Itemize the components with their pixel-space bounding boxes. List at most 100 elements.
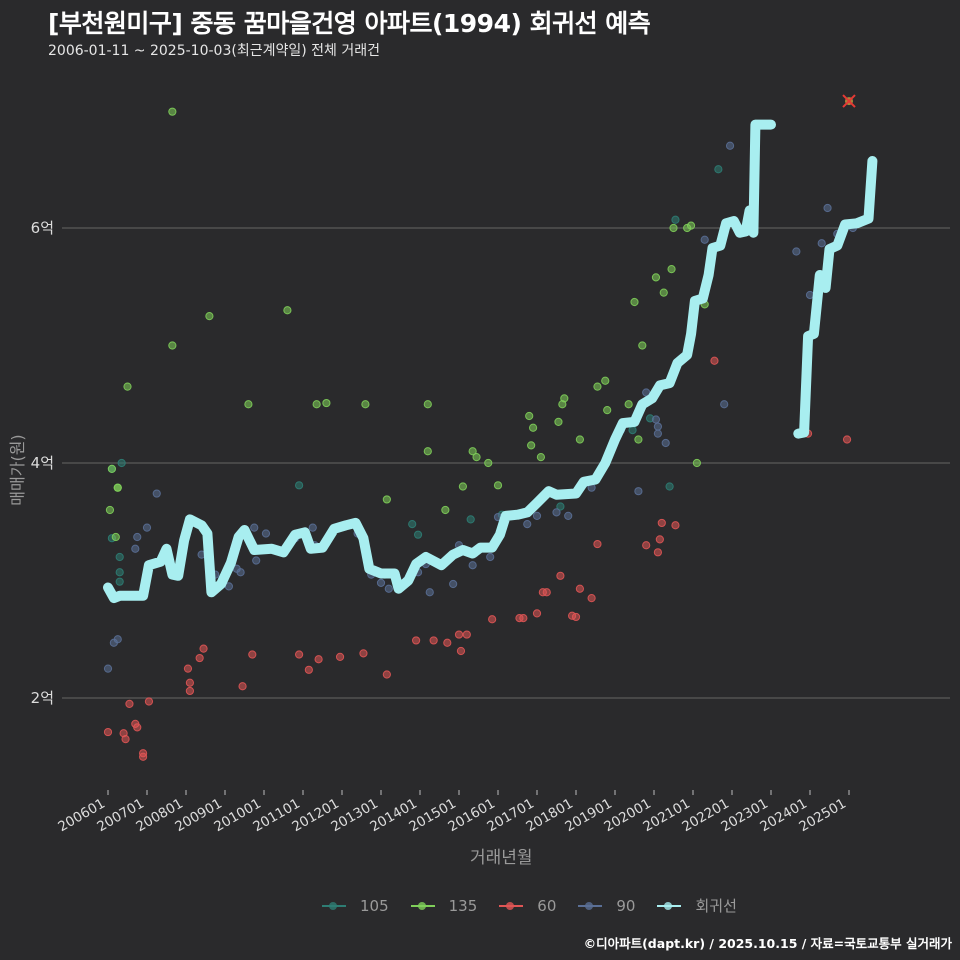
data-point (462, 630, 471, 639)
data-point (472, 453, 481, 462)
data-point (525, 411, 534, 421)
data-point (384, 584, 393, 593)
data-point (554, 417, 563, 426)
data-point (195, 653, 204, 663)
data-point (312, 400, 321, 409)
data-point (123, 382, 132, 391)
data-point (103, 727, 113, 737)
data-point (669, 223, 678, 233)
data-point (710, 356, 719, 365)
data-point (542, 588, 551, 597)
data-point (468, 447, 477, 456)
data-point (359, 649, 368, 658)
data-point (425, 588, 434, 597)
data-point (322, 398, 331, 408)
legend-item: 135 (409, 896, 478, 915)
data-point (423, 400, 432, 409)
data-point (659, 288, 668, 297)
data-point (493, 481, 503, 490)
data-point (295, 481, 304, 490)
data-point (842, 435, 852, 444)
legend-swatch-icon (497, 899, 525, 913)
data-point (665, 482, 674, 491)
data-point (248, 650, 257, 659)
legend-item: 60 (497, 897, 556, 915)
data-point (261, 529, 271, 538)
data-point (651, 415, 661, 424)
data-point (484, 458, 493, 468)
data-point (443, 638, 452, 647)
data-point (532, 511, 542, 520)
data-point (429, 636, 438, 645)
data-point (423, 447, 432, 456)
data-point (823, 203, 832, 213)
data-point (139, 752, 148, 761)
data-point (113, 635, 122, 644)
data-point (661, 438, 670, 448)
data-point (115, 568, 124, 577)
data-point (144, 697, 154, 706)
data-point (700, 235, 709, 244)
legend-item: 회귀선 (655, 895, 737, 916)
data-point (624, 400, 633, 409)
data-point (335, 652, 345, 661)
x-marker-icon (842, 94, 856, 108)
data-point (529, 423, 538, 432)
data-point (817, 239, 826, 248)
legend-item: 90 (576, 897, 635, 915)
y-axis-label: 매매가(원) (8, 434, 27, 506)
data-point (634, 435, 643, 444)
data-point (304, 665, 313, 674)
data-point (564, 511, 573, 520)
data-point (205, 312, 214, 321)
legend-label: 회귀선 (695, 897, 737, 915)
data-point (408, 520, 417, 529)
data-point (560, 394, 569, 403)
legend-swatch-icon (655, 899, 683, 913)
data-point (458, 482, 467, 491)
data-point (199, 644, 208, 653)
data-point (552, 508, 561, 517)
data-point (308, 523, 317, 532)
data-point (244, 400, 253, 409)
legend-swatch-icon (320, 899, 348, 913)
data-point (252, 556, 261, 565)
data-point (720, 400, 729, 409)
data-point (488, 615, 497, 624)
data-point (638, 341, 647, 350)
data-point (295, 650, 304, 659)
legend: 105 135 60 90 회귀선 (320, 895, 757, 916)
data-point (376, 578, 386, 587)
data-point (382, 670, 391, 679)
data-point (468, 561, 477, 570)
data-point (667, 265, 676, 274)
chart-title: [부천원미구] 중동 꿈마을건영 아파트(1994) 회귀선 예측 (48, 9, 651, 38)
data-point (657, 518, 666, 528)
data-point (238, 682, 247, 691)
data-point (107, 464, 117, 473)
data-point (113, 483, 122, 492)
data-point (412, 636, 421, 645)
data-point (575, 584, 585, 593)
data-point (185, 678, 194, 687)
data-point (642, 541, 651, 550)
regression-line (103, 119, 776, 604)
data-point (692, 458, 702, 468)
legend-label: 135 (448, 896, 478, 915)
data-point (236, 568, 245, 577)
data-point (133, 532, 142, 542)
data-point (651, 273, 661, 282)
data-point (725, 141, 735, 150)
data-point (593, 382, 602, 391)
data-point (131, 544, 140, 553)
data-point (117, 458, 126, 468)
data-point (653, 548, 663, 557)
regression-line (793, 156, 878, 439)
data-point (714, 165, 723, 174)
data-point (449, 579, 458, 589)
data-point (185, 686, 194, 696)
data-point (183, 664, 193, 673)
data-point (556, 502, 565, 511)
data-point (121, 735, 130, 744)
